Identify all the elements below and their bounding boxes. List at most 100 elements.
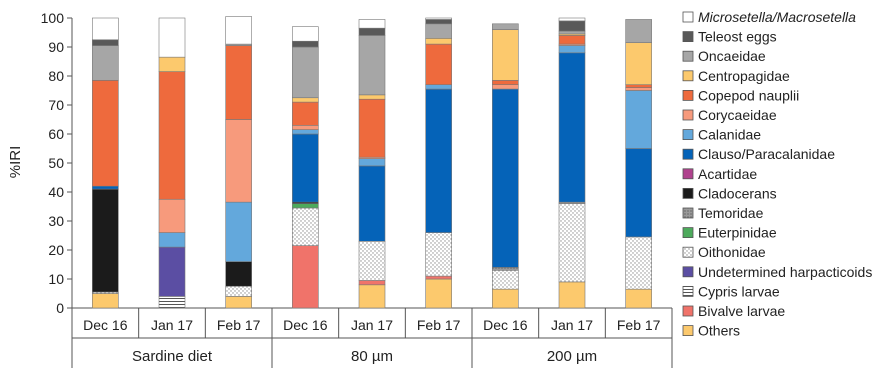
bar-segment xyxy=(92,17,119,41)
x-tick-label: Dec 16 xyxy=(283,317,328,333)
bar-segment xyxy=(558,17,586,22)
bar-segment xyxy=(425,88,452,233)
bar-segment xyxy=(425,23,452,39)
bar-segment xyxy=(425,84,452,90)
bar-segment xyxy=(92,80,119,187)
bar-segment xyxy=(492,84,519,90)
bar-segment xyxy=(158,56,186,72)
bar-segment xyxy=(358,241,386,281)
bar-segment xyxy=(492,88,519,268)
bar-segment xyxy=(358,284,386,309)
bar-segment xyxy=(292,26,319,42)
bar-segment xyxy=(492,29,519,81)
legend-label: Oithonidae xyxy=(698,244,766,260)
bar-segment xyxy=(625,288,652,309)
legend-swatch xyxy=(682,246,694,258)
bar-segment xyxy=(425,17,452,20)
bar-segment xyxy=(425,19,452,25)
bar-segment xyxy=(625,148,652,238)
legend-label: Acartidae xyxy=(698,166,757,182)
x-tick-label: Dec 16 xyxy=(483,317,528,333)
bar-segment xyxy=(92,45,119,81)
y-axis-label: %IRI xyxy=(7,146,24,179)
bar-segment xyxy=(358,158,386,167)
bar-segment xyxy=(558,52,586,203)
bar-segment xyxy=(158,296,186,309)
x-tick-label: Feb 17 xyxy=(217,317,261,333)
bar-segment xyxy=(625,90,652,149)
bar-segment xyxy=(358,35,386,96)
legend-swatch xyxy=(682,90,694,101)
bar-segment xyxy=(425,37,452,45)
legend-label: Copepod nauplii xyxy=(698,87,799,103)
legend-swatch xyxy=(682,31,694,43)
bar-segment xyxy=(225,285,252,297)
legend-label: Centropagidae xyxy=(698,68,790,84)
bar-segment xyxy=(92,188,119,293)
legend-swatch xyxy=(682,70,694,82)
bar-segment xyxy=(625,42,652,86)
bar-segment xyxy=(358,165,386,242)
bar-segment xyxy=(292,207,319,246)
bar-segment xyxy=(492,80,519,85)
bar-segment xyxy=(558,203,586,283)
legend-swatch xyxy=(682,325,694,337)
bar-segment xyxy=(492,267,519,271)
bar-segment xyxy=(558,45,586,54)
group-label: 80 µm xyxy=(351,348,393,365)
bar-segment xyxy=(492,269,519,290)
bar-segment xyxy=(425,43,452,85)
bar-segment xyxy=(225,119,252,203)
legend-swatch xyxy=(682,305,694,317)
x-tick-label: Dec 16 xyxy=(83,317,128,333)
y-tick-label: 0 xyxy=(56,300,64,316)
x-tick-label: Jan 17 xyxy=(151,317,193,333)
bar-segment xyxy=(225,16,252,45)
bar-segment xyxy=(92,293,119,309)
bar-segment xyxy=(292,101,319,126)
bar-segment xyxy=(292,129,319,135)
legend-label: Teleost eggs xyxy=(698,29,777,45)
y-tick-label: 10 xyxy=(48,271,64,287)
bar-segment xyxy=(358,27,386,36)
group-label: Sardine diet xyxy=(132,348,213,365)
y-tick-label: 60 xyxy=(48,126,64,142)
y-tick-label: 50 xyxy=(48,155,64,171)
x-tick-label: Jan 17 xyxy=(551,317,593,333)
bar-segment xyxy=(625,84,652,88)
legend-swatch xyxy=(682,285,694,297)
bar-segment xyxy=(492,288,519,309)
legend-label: Temoridae xyxy=(698,205,764,221)
bar-segment xyxy=(158,246,186,297)
bar-segment xyxy=(558,35,586,45)
bar-segment xyxy=(225,201,252,262)
legend-swatch xyxy=(682,109,694,121)
legend-swatch xyxy=(682,148,694,160)
y-tick-label: 80 xyxy=(48,68,64,84)
legend-label: Euterpinidae xyxy=(698,225,777,241)
bar-segment xyxy=(625,236,652,290)
legend-label: Others xyxy=(698,323,740,339)
bar-segment xyxy=(558,30,586,35)
bar-segment xyxy=(625,19,652,43)
bar-segment xyxy=(292,46,319,99)
group-label: 200 µm xyxy=(547,348,597,365)
bar-segment xyxy=(558,281,586,309)
y-tick-label: 30 xyxy=(48,213,64,229)
bar-segment xyxy=(625,87,652,91)
bar-segment xyxy=(292,133,319,203)
legend-swatch xyxy=(682,227,694,239)
legend-label: Cladocerans xyxy=(698,185,777,201)
legend-swatch xyxy=(682,207,694,219)
y-tick-label: 20 xyxy=(48,242,64,258)
bar-segment xyxy=(292,97,319,103)
bar-segment xyxy=(158,232,186,248)
bar-segment xyxy=(358,94,386,100)
legend-label: Undetermined harpacticoids xyxy=(698,264,872,280)
bar-segment xyxy=(225,45,252,120)
bar-segment xyxy=(425,275,452,280)
legend-swatch xyxy=(682,168,694,180)
legend-label: Oncaeidae xyxy=(698,48,766,64)
y-tick-label: 40 xyxy=(48,184,64,200)
